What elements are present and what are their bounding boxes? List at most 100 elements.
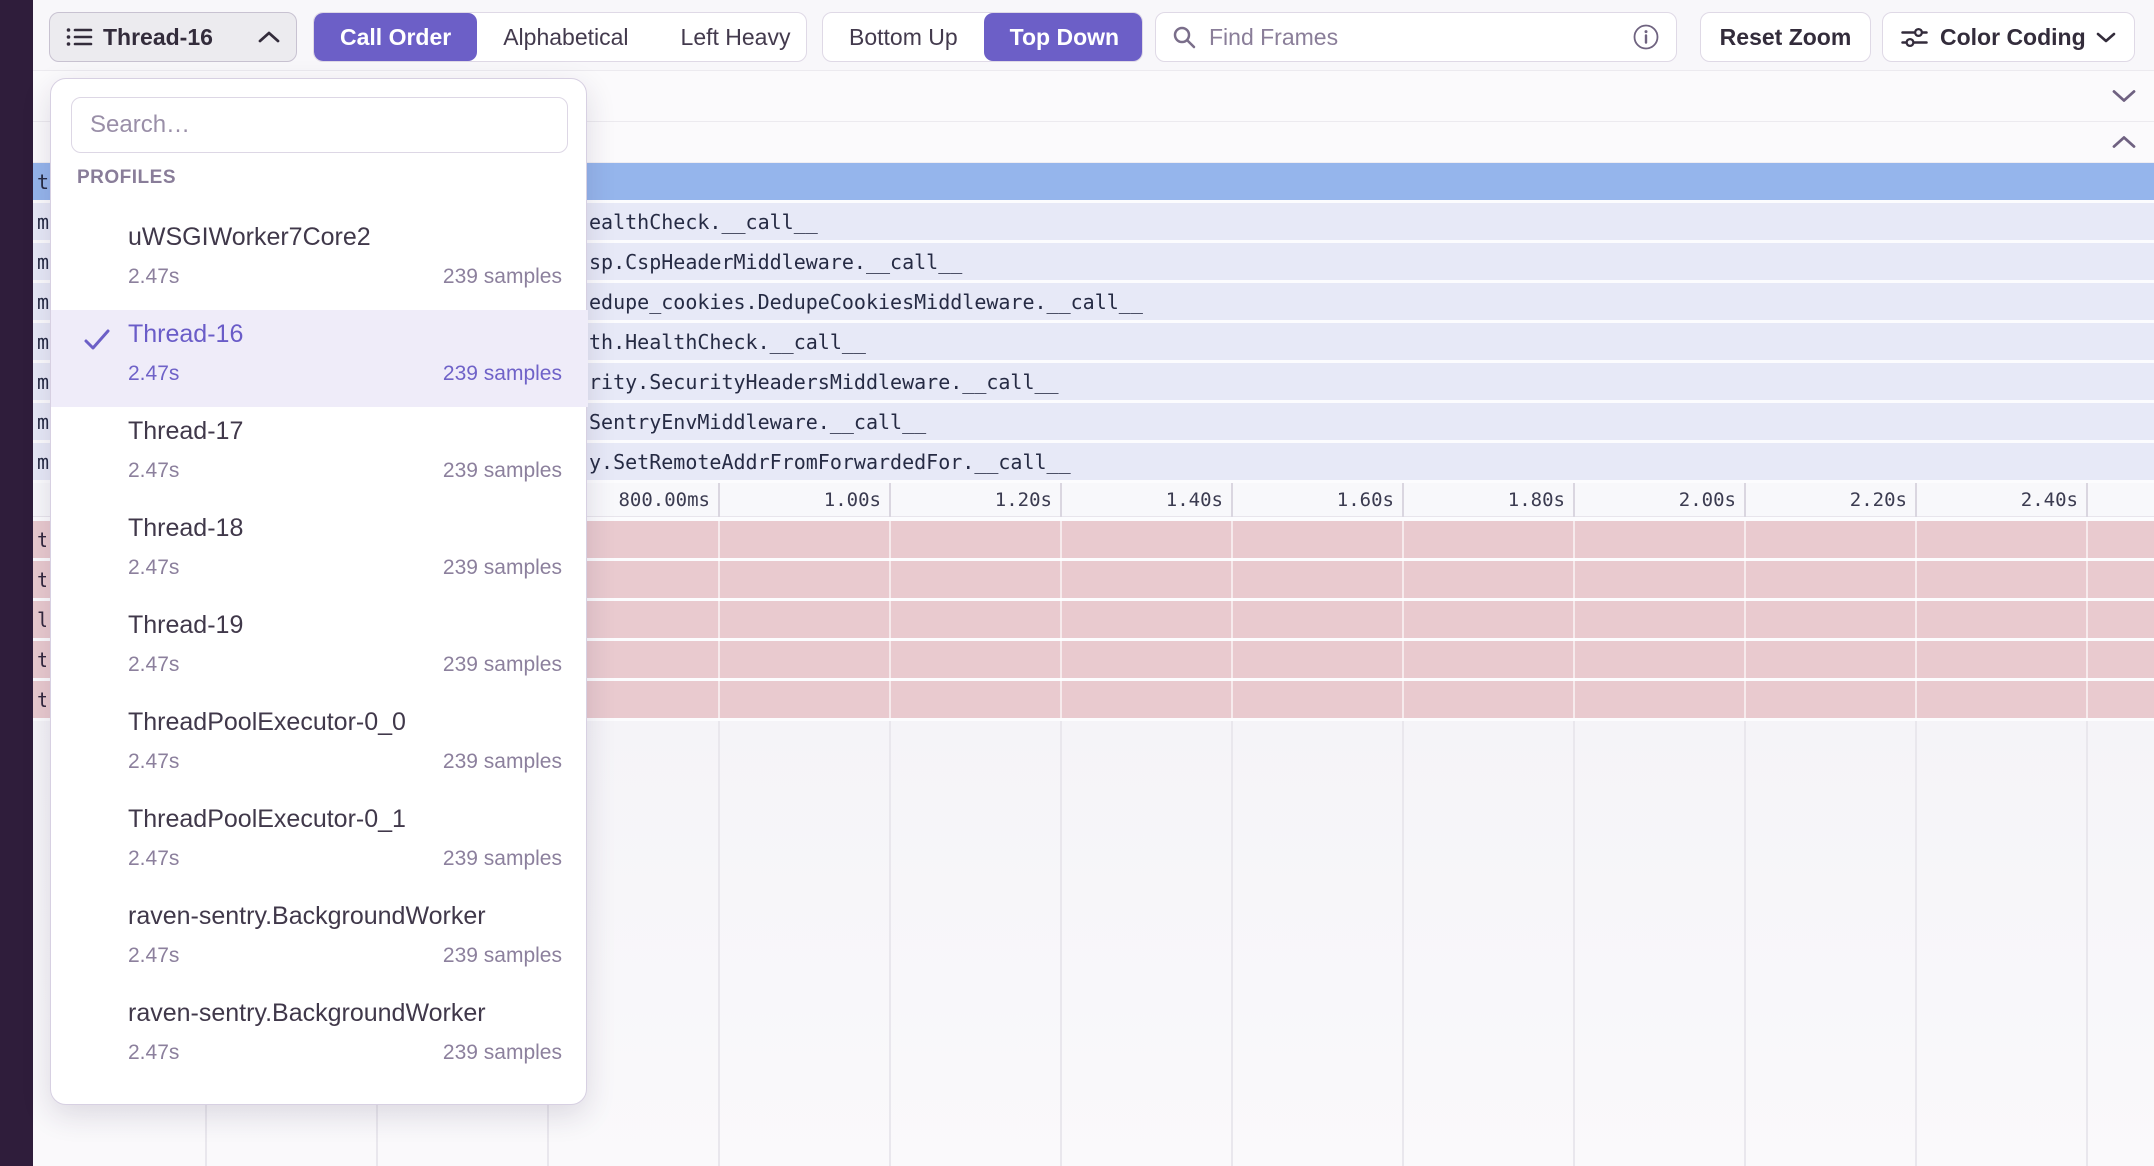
profile-duration: 2.47s <box>128 750 180 773</box>
axis-tick <box>1744 483 1746 517</box>
gridline <box>1915 521 1917 718</box>
profile-name: Thread-19 <box>128 611 244 639</box>
sliders-icon <box>1901 26 1928 49</box>
profile-option[interactable]: ThreadPoolExecutor-0_1 2.47s 239 samples <box>51 795 588 892</box>
profile-name: ThreadPoolExecutor-0_1 <box>128 805 406 833</box>
axis-tick <box>1060 483 1062 517</box>
profile-option[interactable]: ThreadPoolExecutor-0_0 2.47s 239 samples <box>51 698 588 795</box>
gridline <box>2086 521 2088 718</box>
check-icon <box>83 328 111 352</box>
axis-tick-label: 800.00ms <box>618 489 710 511</box>
reset-zoom-button[interactable]: Reset Zoom <box>1700 12 1871 62</box>
frame-text-fragment: m <box>37 450 50 474</box>
axis-tick-label: 2.40s <box>2020 489 2078 511</box>
segment-left-heavy[interactable]: Left Heavy <box>680 23 791 50</box>
chevron-down-icon[interactable] <box>2112 90 2136 103</box>
profile-duration: 2.47s <box>128 265 180 288</box>
profile-option[interactable]: Thread-16 2.47s 239 samples <box>51 310 588 407</box>
profile-name: raven-sentry.BackgroundWorker <box>128 999 486 1027</box>
thread-selector-label: Thread-16 <box>103 23 213 50</box>
profile-duration: 2.47s <box>128 556 180 579</box>
frame-label: sp.CspHeaderMiddleware.__call__ <box>589 250 963 274</box>
axis-tick-label: 1.40s <box>1165 489 1223 511</box>
search-icon <box>1172 25 1197 50</box>
profile-samples: 239 samples <box>442 459 562 482</box>
axis-tick-label: 1.20s <box>994 489 1052 511</box>
frame-text-fragment: t <box>37 568 46 592</box>
gridline <box>1744 721 1746 1166</box>
frame-text-fragment: l <box>37 608 46 632</box>
profiles-section-label: PROFILES <box>77 167 177 188</box>
profile-option[interactable]: Thread-18 2.47s 239 samples <box>51 504 588 601</box>
axis-tick <box>1231 483 1233 517</box>
gridline <box>1573 521 1575 718</box>
profile-samples: 239 samples <box>442 265 562 288</box>
profile-samples: 239 samples <box>442 750 562 773</box>
profile-name: Thread-17 <box>128 417 244 445</box>
frame-text-fragment: t <box>37 170 50 194</box>
profile-option[interactable]: uWSGIWorker7Core2 2.47s 239 samples <box>51 213 588 310</box>
frame-text-fragment: t <box>37 688 46 712</box>
profile-duration: 2.47s <box>128 847 180 870</box>
color-coding-label: Color Coding <box>1940 23 2086 50</box>
color-coding-button[interactable]: Color Coding <box>1882 12 2135 62</box>
profile-duration: 2.47s <box>128 459 180 482</box>
profile-samples: 239 samples <box>442 944 562 967</box>
gridline <box>718 721 720 1166</box>
find-frames-input[interactable]: Find Frames <box>1155 12 1677 62</box>
profile-option[interactable]: raven-sentry.BackgroundWorker 2.47s 239 sa… <box>51 989 588 1086</box>
frame-label: rity.SecurityHeadersMiddleware.__call__ <box>589 370 1059 394</box>
gridline <box>1060 521 1062 718</box>
profile-samples: 239 samples <box>442 556 562 579</box>
gridline <box>889 721 891 1166</box>
profile-samples: 239 samples <box>442 1041 562 1064</box>
axis-tick-label: 1.60s <box>1336 489 1394 511</box>
segment-bottom-up[interactable]: Bottom Up <box>849 23 958 50</box>
frame-label: y.SetRemoteAddrFromForwardedFor.__call__ <box>589 450 1071 474</box>
profiler-stage: t m ealthCheck.__call__m sp.CspHeaderMiddl… <box>33 0 2154 1166</box>
gridline <box>1231 521 1233 718</box>
frame-text-fragment: m <box>37 370 50 394</box>
chevron-up-icon[interactable] <box>2112 136 2136 149</box>
thread-selector-dropdown: PROFILES uWSGIWorker7Core2 2.47s 239 sampl… <box>50 78 588 1105</box>
axis-tick <box>1402 483 1404 517</box>
profile-option[interactable]: Thread-17 2.47s 239 samples <box>51 407 588 504</box>
axis-tick-label: 2.20s <box>1849 489 1907 511</box>
profile-name: raven-sentry.BackgroundWorker <box>128 902 486 930</box>
axis-tick <box>2086 483 2088 517</box>
frame-text-fragment: m <box>37 410 50 434</box>
info-icon[interactable] <box>1632 23 1660 51</box>
profile-option[interactable]: Thread-19 2.47s 239 samples <box>51 601 588 698</box>
find-frames-placeholder: Find Frames <box>1209 23 1339 50</box>
segment-call-order[interactable]: Call Order <box>314 13 478 61</box>
toolbar: Thread-16 Call Order Alphabetical Left H… <box>33 0 2154 70</box>
gridline <box>889 521 891 718</box>
axis-tick <box>1573 483 1575 517</box>
profile-duration: 2.47s <box>128 362 180 385</box>
gridline <box>1402 521 1404 718</box>
chevron-up-icon <box>258 31 280 43</box>
gridline <box>718 521 720 718</box>
axis-tick <box>889 483 891 517</box>
axis-tick <box>718 483 720 517</box>
profile-option[interactable]: raven-sentry.BackgroundWorker 2.47s 239 sa… <box>51 892 588 989</box>
reset-zoom-label: Reset Zoom <box>1719 23 1852 50</box>
axis-tick-label: 2.00s <box>1678 489 1736 511</box>
segment-alphabetical[interactable]: Alphabetical <box>503 23 629 50</box>
dropdown-search-input[interactable] <box>71 97 568 153</box>
gridline <box>1060 721 1062 1166</box>
frame-label: ealthCheck.__call__ <box>589 210 818 234</box>
sidebar-dark-strip <box>0 0 33 1166</box>
profile-duration: 2.47s <box>128 653 180 676</box>
thread-selector-button[interactable]: Thread-16 <box>49 12 297 62</box>
frame-text-fragment: t <box>37 528 46 552</box>
profile-name: Thread-18 <box>128 514 244 542</box>
profile-name: ThreadPoolExecutor-0_0 <box>128 708 406 736</box>
direction-segmented-control: Bottom Up Top Down <box>822 12 1143 62</box>
profile-name: uWSGIWorker7Core2 <box>128 223 371 251</box>
frame-label: SentryEnvMiddleware.__call__ <box>589 410 927 434</box>
profile-name: Thread-16 <box>128 320 244 348</box>
profile-duration: 2.47s <box>128 944 180 967</box>
segment-top-down[interactable]: Top Down <box>983 13 1142 61</box>
gridline <box>1744 521 1746 718</box>
